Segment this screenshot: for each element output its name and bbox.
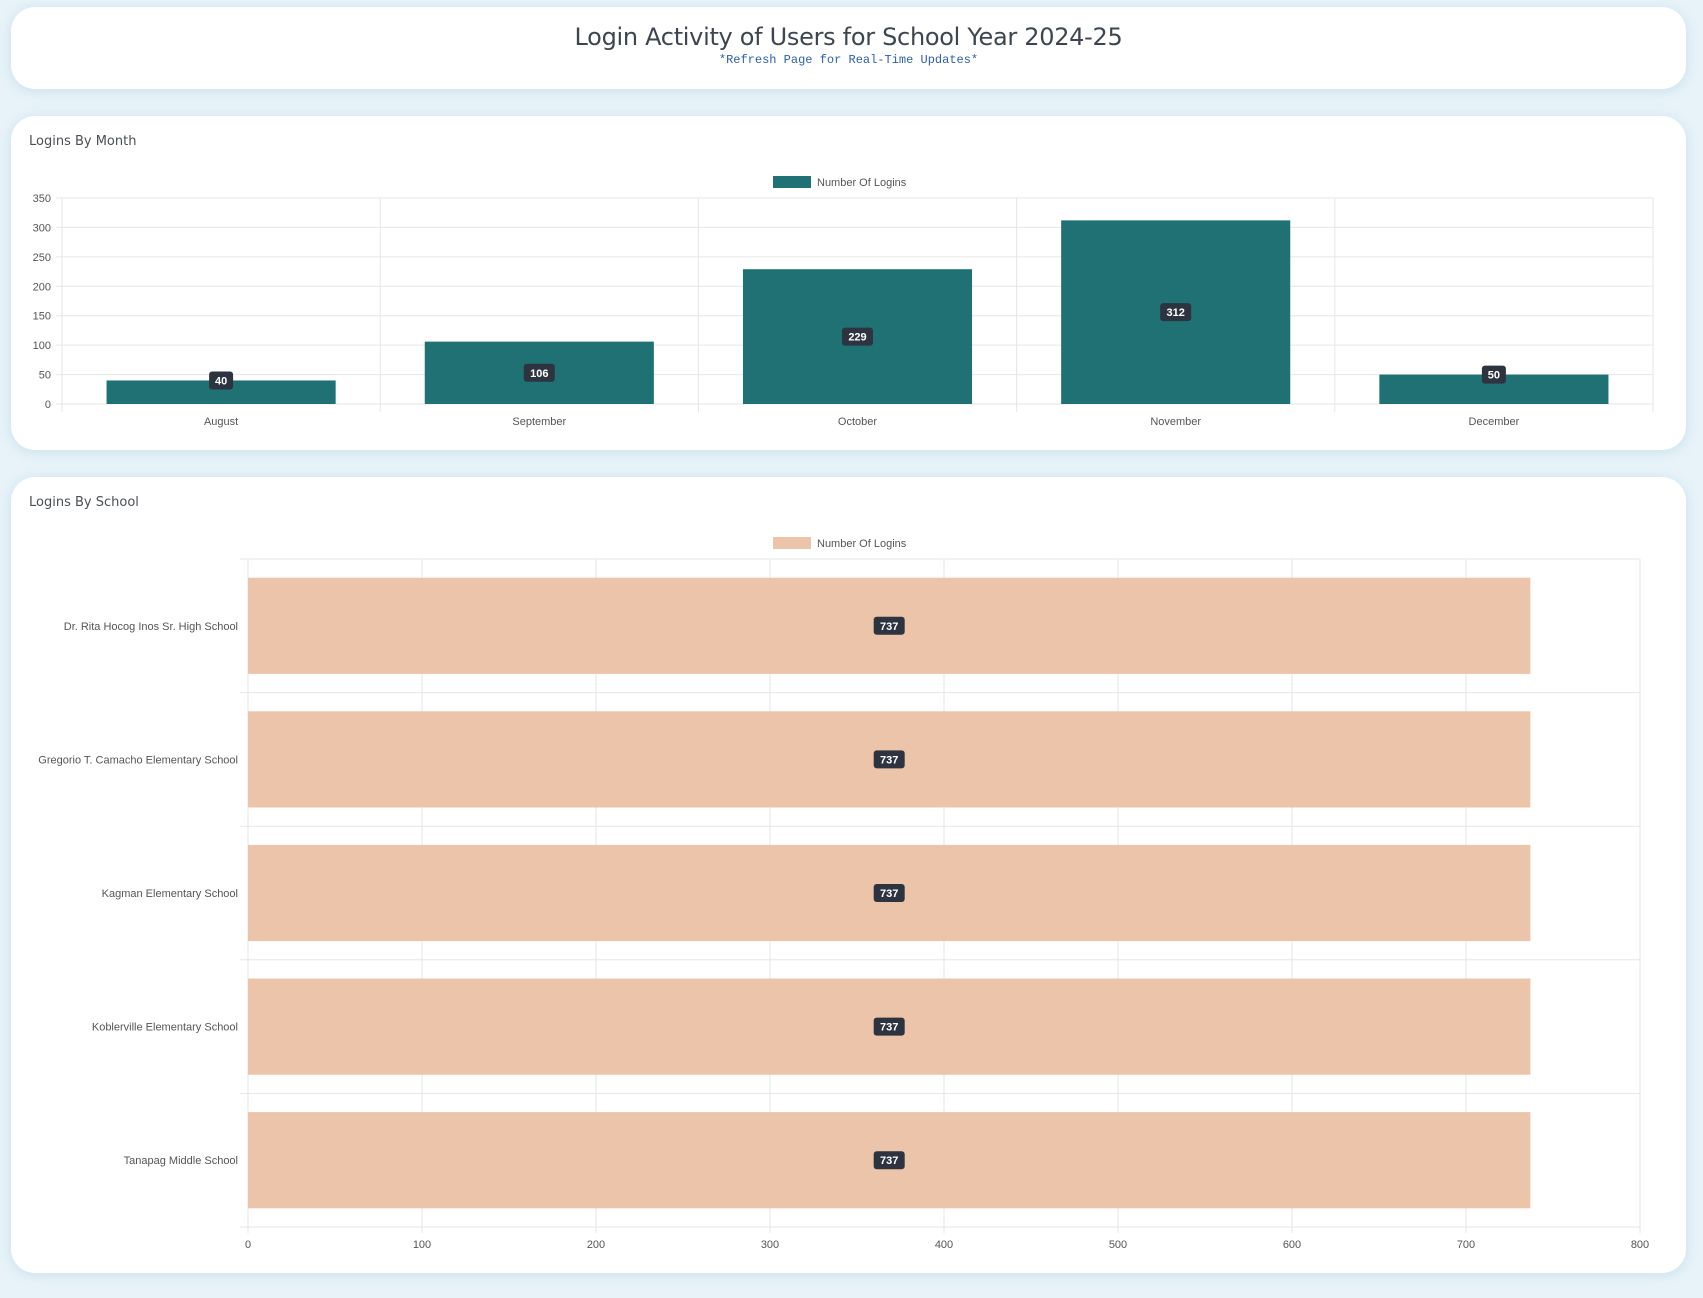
data-label: 40	[215, 375, 227, 387]
y-tick-label: 350	[33, 193, 51, 205]
data-label: 229	[848, 332, 866, 344]
data-label: 737	[880, 621, 898, 633]
data-label-badge	[873, 750, 905, 769]
header-card: Login Activity of Users for School Year …	[11, 7, 1686, 89]
y-tick-label: Tanapag Middle School	[124, 1155, 238, 1167]
y-tick-label: Kagman Elementary School	[102, 888, 238, 900]
data-label: 737	[880, 754, 898, 766]
x-tick-label: 600	[1283, 1239, 1301, 1251]
legend-swatch	[773, 537, 811, 549]
x-tick-label: 100	[413, 1239, 431, 1251]
legend-swatch	[773, 176, 811, 188]
data-label: 737	[880, 888, 898, 900]
data-label-badge	[842, 327, 873, 346]
y-tick-label: Koblerville Elementary School	[92, 1022, 238, 1034]
x-tick-label: October	[838, 416, 877, 428]
data-label-badge	[1160, 303, 1192, 322]
data-label-badge	[873, 1151, 905, 1170]
data-label: 312	[1167, 307, 1185, 319]
bar-august	[106, 380, 336, 404]
x-tick-label: 0	[245, 1239, 251, 1251]
legend-label: Number Of Logins	[817, 177, 907, 189]
data-label-badge	[1481, 365, 1506, 384]
data-label-badge	[209, 371, 234, 390]
y-tick-label: 200	[33, 281, 51, 293]
x-tick-label: 200	[587, 1239, 605, 1251]
x-tick-label: September	[512, 416, 566, 428]
x-tick-label: August	[204, 416, 238, 428]
x-tick-label: 800	[1631, 1239, 1649, 1251]
y-tick-label: 150	[33, 311, 51, 323]
page-title: Login Activity of Users for School Year …	[574, 23, 1123, 51]
data-label-badge	[873, 616, 905, 635]
x-tick-label: 300	[761, 1239, 779, 1251]
y-tick-label: Gregorio T. Camacho Elementary School	[38, 754, 238, 766]
y-tick-label: Dr. Rita Hocog Inos Sr. High School	[64, 621, 238, 633]
y-tick-label: 300	[33, 222, 51, 234]
y-tick-label: 100	[33, 340, 51, 352]
y-tick-label: 0	[45, 399, 51, 411]
data-label-badge	[523, 363, 555, 382]
x-tick-label: November	[1150, 416, 1201, 428]
data-label-badge	[873, 1017, 905, 1036]
school-chart-title: Logins By School	[29, 495, 139, 510]
y-tick-label: 250	[33, 252, 51, 264]
x-tick-label: December	[1469, 416, 1520, 428]
data-label: 737	[880, 1155, 898, 1167]
data-label: 737	[880, 1022, 898, 1034]
y-tick-label: 50	[39, 370, 51, 382]
data-label-badge	[873, 884, 905, 902]
legend-label: Number Of Logins	[817, 538, 907, 550]
x-tick-label: 400	[935, 1239, 953, 1251]
data-label: 50	[1488, 370, 1500, 382]
data-label: 106	[530, 368, 548, 380]
month-chart-title: Logins By Month	[29, 134, 137, 149]
refresh-note: *Refresh Page for Real-Time Updates*	[718, 53, 979, 67]
x-tick-label: 700	[1457, 1239, 1475, 1251]
x-tick-label: 500	[1109, 1239, 1127, 1251]
